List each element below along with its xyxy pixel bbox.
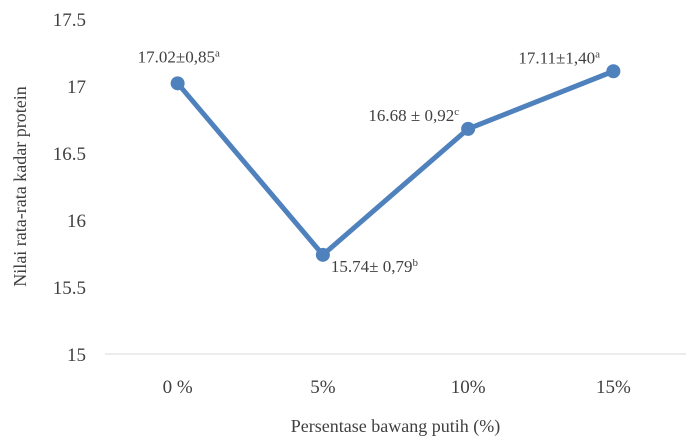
y-tick-label: 15 (67, 345, 86, 366)
data-label-value: 17.02±0,85 (138, 47, 215, 66)
data-label-superscript: b (412, 257, 418, 269)
data-label-value: 15.74± 0,79 (331, 257, 413, 276)
y-tick-label: 15.5 (53, 278, 86, 299)
x-axis-title: Persentase bawang putih (%) (291, 416, 500, 437)
data-label-superscript: a (595, 48, 600, 60)
series-line (178, 71, 614, 255)
data-label-value: 16.68 ± 0,92 (368, 106, 454, 125)
data-point (461, 122, 475, 136)
data-label-superscript: c (454, 106, 459, 118)
y-tick-label: 16 (67, 211, 86, 232)
data-label: 15.74± 0,79b (331, 257, 419, 276)
y-axis-title: Nilai rata-rata kadar protein (10, 86, 30, 286)
y-tick-label: 17.5 (53, 10, 86, 31)
x-tick-label: 0 % (163, 377, 193, 398)
data-label-superscript: a (215, 47, 220, 59)
data-label: 17.02±0,85a (138, 47, 220, 66)
x-tick-label: 10% (451, 377, 486, 398)
y-tick-label: 16.5 (53, 144, 86, 165)
x-tick-label: 5% (310, 377, 336, 398)
data-label-value: 17.11±1,40 (518, 48, 595, 67)
data-label: 17.11±1,40a (518, 48, 600, 67)
data-point (316, 248, 330, 262)
x-tick-label: 15% (596, 377, 631, 398)
data-point (606, 64, 620, 78)
data-label: 16.68 ± 0,92c (368, 106, 459, 125)
x-axis-ticks: 0 % 5% 10% 15% (163, 377, 631, 398)
y-tick-label: 17 (67, 77, 86, 98)
y-axis-ticks: 15 15.5 16 16.5 17 17.5 (53, 10, 86, 366)
data-point (171, 76, 185, 90)
